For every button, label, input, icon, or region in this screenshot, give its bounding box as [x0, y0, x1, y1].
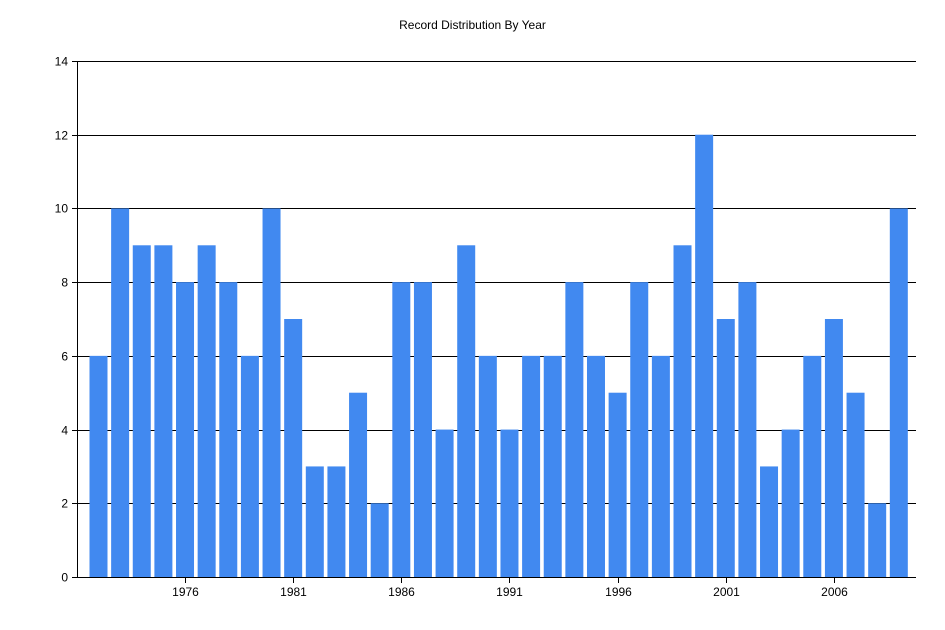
bar-2009	[889, 208, 908, 577]
bar-1988	[435, 429, 454, 577]
axes	[77, 61, 916, 578]
bar-2008	[868, 503, 887, 577]
y-tick-label: 2	[61, 497, 68, 511]
x-tick-label: 1986	[388, 585, 415, 599]
bar-2002	[738, 282, 757, 577]
bar-1995	[586, 355, 605, 577]
bar-1980	[262, 208, 281, 577]
bar-1975	[154, 245, 173, 578]
bar-1977	[197, 245, 216, 578]
bar-1974	[132, 245, 151, 578]
y-tick-label: 0	[61, 571, 68, 585]
bars	[89, 134, 908, 578]
bar-1998	[651, 355, 670, 577]
bar-2003	[760, 466, 779, 577]
bar-1979	[240, 355, 259, 577]
bar-2007	[846, 392, 865, 577]
x-tick-label: 2006	[821, 585, 848, 599]
bar-1985	[370, 503, 389, 577]
bar-1997	[630, 282, 649, 577]
bar-1996	[608, 392, 627, 577]
y-tick-label: 12	[55, 129, 69, 143]
bar-2004	[781, 429, 800, 577]
bar-1978	[219, 282, 238, 577]
bar-1994	[565, 282, 584, 577]
x-tick-label: 1996	[605, 585, 632, 599]
x-tick-label: 2001	[713, 585, 740, 599]
y-tick-label: 8	[61, 276, 68, 290]
bar-1973	[111, 208, 130, 577]
bar-1982	[305, 466, 324, 577]
x-tick-label: 1976	[172, 585, 199, 599]
y-tick-labels: 0 2 4 6 8 10 12 14	[55, 55, 77, 585]
bar-2000	[695, 134, 714, 577]
bar-2001	[716, 319, 735, 577]
bar-1981	[284, 319, 303, 577]
bar-1972	[89, 355, 108, 577]
bar-1983	[327, 466, 346, 577]
x-tick-label: 1981	[280, 585, 307, 599]
y-tick-label: 14	[55, 55, 69, 69]
bar-1993	[543, 355, 562, 577]
y-tick-label: 10	[55, 202, 69, 216]
y-tick-label: 4	[61, 424, 68, 438]
y-tick-label: 6	[61, 350, 68, 364]
chart-title: Record Distribution By Year	[399, 18, 546, 32]
bar-2006	[824, 319, 843, 577]
bar-1984	[349, 392, 368, 577]
bar-1986	[392, 282, 411, 577]
bar-1989	[457, 245, 476, 578]
bar-2005	[803, 355, 822, 577]
x-tick-label: 1991	[496, 585, 523, 599]
bar-1999	[673, 245, 692, 578]
bar-1976	[176, 282, 195, 577]
bar-1990	[478, 355, 497, 577]
x-tick-labels: 1976 1981 1986 1991 1996 2001 2006	[172, 577, 848, 599]
bar-1992	[522, 355, 541, 577]
bar-1991	[500, 429, 519, 577]
bar-1987	[413, 282, 432, 577]
